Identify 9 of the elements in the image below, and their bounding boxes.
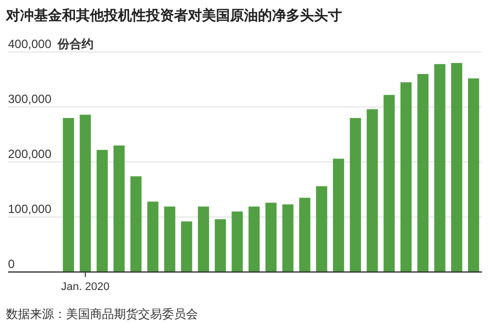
y-tick-label: 0	[8, 257, 15, 271]
y-tick-label: 300,000	[8, 92, 52, 106]
x-tick-label: Jan. 2020	[61, 281, 110, 293]
source-note: 数据来源：美国商品期货交易委员会	[6, 307, 198, 321]
y-axis-title: 份合约	[56, 37, 94, 51]
y-tick-label: 200,000	[8, 147, 52, 161]
chart-title: 对冲基金和其他投机性投资者对美国原油的净多头头寸	[5, 7, 342, 23]
y-tick-label: 400,000	[8, 37, 52, 51]
y-tick-label: 100,000	[8, 202, 52, 216]
